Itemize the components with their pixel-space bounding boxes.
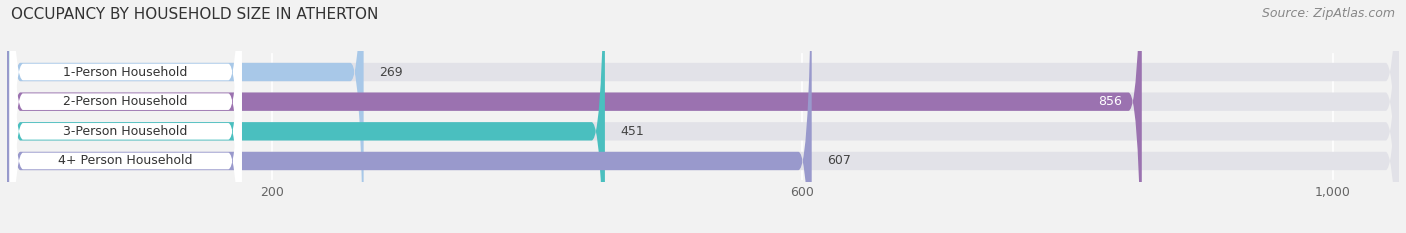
FancyBboxPatch shape xyxy=(7,0,811,233)
FancyBboxPatch shape xyxy=(10,0,242,233)
FancyBboxPatch shape xyxy=(10,0,242,233)
Text: 3-Person Household: 3-Person Household xyxy=(63,125,188,138)
FancyBboxPatch shape xyxy=(7,0,364,233)
FancyBboxPatch shape xyxy=(7,0,1142,233)
FancyBboxPatch shape xyxy=(7,0,1399,233)
Text: 607: 607 xyxy=(828,154,852,168)
Text: Source: ZipAtlas.com: Source: ZipAtlas.com xyxy=(1261,7,1395,20)
Text: 1-Person Household: 1-Person Household xyxy=(63,65,188,79)
Text: 269: 269 xyxy=(380,65,404,79)
Text: 4+ Person Household: 4+ Person Household xyxy=(59,154,193,168)
FancyBboxPatch shape xyxy=(7,0,605,233)
Text: 856: 856 xyxy=(1098,95,1122,108)
FancyBboxPatch shape xyxy=(7,0,1399,233)
FancyBboxPatch shape xyxy=(10,0,242,233)
Text: OCCUPANCY BY HOUSEHOLD SIZE IN ATHERTON: OCCUPANCY BY HOUSEHOLD SIZE IN ATHERTON xyxy=(11,7,378,22)
FancyBboxPatch shape xyxy=(10,0,242,233)
Text: 451: 451 xyxy=(621,125,644,138)
Text: 2-Person Household: 2-Person Household xyxy=(63,95,188,108)
FancyBboxPatch shape xyxy=(7,0,1399,233)
FancyBboxPatch shape xyxy=(7,0,1399,233)
